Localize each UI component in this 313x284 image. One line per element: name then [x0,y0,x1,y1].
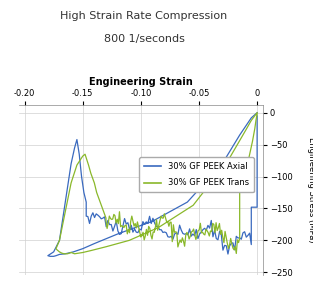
Y-axis label: Engineering Stress (MPa): Engineering Stress (MPa) [306,137,313,243]
Text: High Strain Rate Compression: High Strain Rate Compression [60,11,228,21]
Legend: 30% GF PEEK Axial, 30% GF PEEK Trans: 30% GF PEEK Axial, 30% GF PEEK Trans [139,157,254,193]
X-axis label: Engineering Strain: Engineering Strain [89,77,193,87]
Text: 800 1/seconds: 800 1/seconds [104,34,184,44]
